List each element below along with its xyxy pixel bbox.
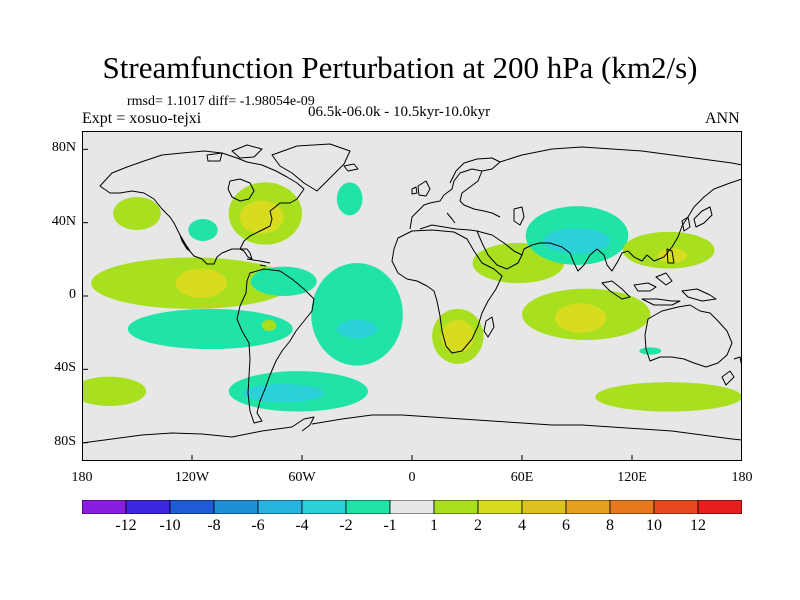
- lon-tick-label: 60E: [510, 470, 534, 485]
- streamfunction-map: [82, 131, 742, 461]
- region-south-atlantic-negative: [311, 263, 403, 366]
- colorbar-label: -2: [339, 517, 353, 534]
- region-north-pacific-positive: [113, 197, 161, 230]
- season-label: ANN: [705, 110, 740, 127]
- colorbar: [82, 500, 742, 514]
- colorbar-swatch: [169, 500, 215, 514]
- colorbar-swatch: [82, 500, 127, 514]
- coast-africa: [391, 229, 503, 354]
- coast-arctic-islands: [206, 144, 263, 162]
- coast-asia: [499, 146, 742, 272]
- coast-scandinavia: [449, 157, 501, 184]
- lat-tick-label: 80N: [51, 140, 76, 156]
- region-south-pacific-positive: [82, 376, 147, 406]
- region-north-atlantic-negative: [336, 182, 363, 216]
- lat-tick-label: 40S: [54, 360, 76, 376]
- coast-north-america: [99, 150, 305, 265]
- region-south-of-cape-core: [243, 384, 324, 403]
- experiment-id: Expt = xosuo-tejxi: [82, 110, 202, 127]
- colorbar-swatch: [301, 500, 347, 514]
- coast-antarctic-peninsula: [291, 416, 315, 432]
- lon-tick-label: 120E: [617, 470, 647, 485]
- colorbar-swatch: [521, 500, 567, 514]
- lon-tick-label: 180: [71, 470, 93, 485]
- coast-arabia: [476, 230, 523, 270]
- colorbar-swatch: [257, 500, 303, 514]
- region-tropical-pacific-core: [175, 268, 227, 298]
- coast-indonesia: [601, 248, 717, 306]
- colorbar-label: -12: [115, 517, 137, 534]
- colorbar-swatch: [565, 500, 611, 514]
- colorbar-label: 2: [474, 517, 482, 534]
- coast-iceland: [343, 163, 359, 172]
- colorbar-label: -8: [207, 517, 221, 534]
- colorbar-label: -4: [295, 517, 309, 534]
- colorbar-label: 10: [646, 517, 662, 534]
- coast-caribbean: [246, 258, 271, 267]
- colorbar-swatch: [213, 500, 259, 514]
- rmsd-stats: rmsd= 1.1017 diff= -1.98054e-09: [127, 94, 315, 109]
- region-south-atlantic-core: [336, 319, 378, 339]
- colorbar-swatch: [477, 500, 523, 514]
- region-central-asia-core: [544, 228, 610, 254]
- coast-baja: [179, 234, 191, 252]
- lon-tick-label: 180: [731, 470, 753, 485]
- colorbar-swatch: [653, 500, 699, 514]
- coast-antarctica: [82, 414, 742, 444]
- region-south-pacific-negative: [127, 308, 293, 350]
- colorbar-label: 1: [430, 517, 438, 534]
- coast-florida: [239, 248, 253, 260]
- coast-madagascar: [483, 316, 495, 338]
- colorbar-label: -10: [159, 517, 181, 534]
- colorbar-swatch: [345, 500, 391, 514]
- colorbar-swatch: [125, 500, 171, 514]
- colorbar-label: 8: [606, 517, 614, 534]
- lon-tick-label: 0: [408, 470, 416, 485]
- region-eastern-pacific-negative: [188, 219, 218, 241]
- lon-tick-label: 120W: [174, 470, 210, 485]
- colorbar-label: -6: [251, 517, 265, 534]
- colorbar-label: 4: [518, 517, 526, 534]
- region-south-america-positive: [261, 319, 277, 331]
- coast-south-america: [236, 268, 315, 424]
- coast-japan: [693, 206, 713, 228]
- coast-caspian: [513, 206, 525, 226]
- region-indian-ocean-core: [555, 303, 607, 333]
- lat-tick-label: 40N: [51, 213, 76, 229]
- colorbar-swatch: [697, 500, 742, 514]
- region-southern-ocean-positive: [595, 382, 742, 412]
- map-title: Streamfunction Perturbation at 200 hPa (…: [102, 50, 698, 85]
- coastlines: [82, 143, 742, 444]
- colorbar-label: 12: [690, 517, 706, 534]
- lon-tick-label: 60W: [288, 470, 316, 485]
- lat-tick-label: 80S: [54, 433, 76, 449]
- coast-korea: [681, 216, 691, 232]
- region-southern-africa-core: [441, 319, 475, 353]
- colorbar-swatch: [433, 500, 479, 514]
- colorbar-label: -1: [383, 517, 397, 534]
- region-central-america-negative: [250, 266, 317, 296]
- contour-fields: [82, 182, 742, 412]
- coast-greenland: [271, 143, 351, 192]
- coast-hudson-bay: [227, 178, 255, 202]
- lat-tick-label: 0: [69, 287, 76, 302]
- colorbar-swatch: [609, 500, 655, 514]
- coast-british-isles: [411, 180, 431, 197]
- coast-europe: [409, 168, 501, 230]
- coast-mediterranean: [419, 212, 478, 232]
- coast-australia: [644, 304, 733, 368]
- colorbar-swatch: [389, 500, 435, 514]
- colorbar-label: 6: [562, 517, 570, 534]
- experiment-period: 06.5k-06.0k - 10.5kyr-10.0kyr: [308, 104, 491, 120]
- region-australia-negative: [639, 347, 662, 355]
